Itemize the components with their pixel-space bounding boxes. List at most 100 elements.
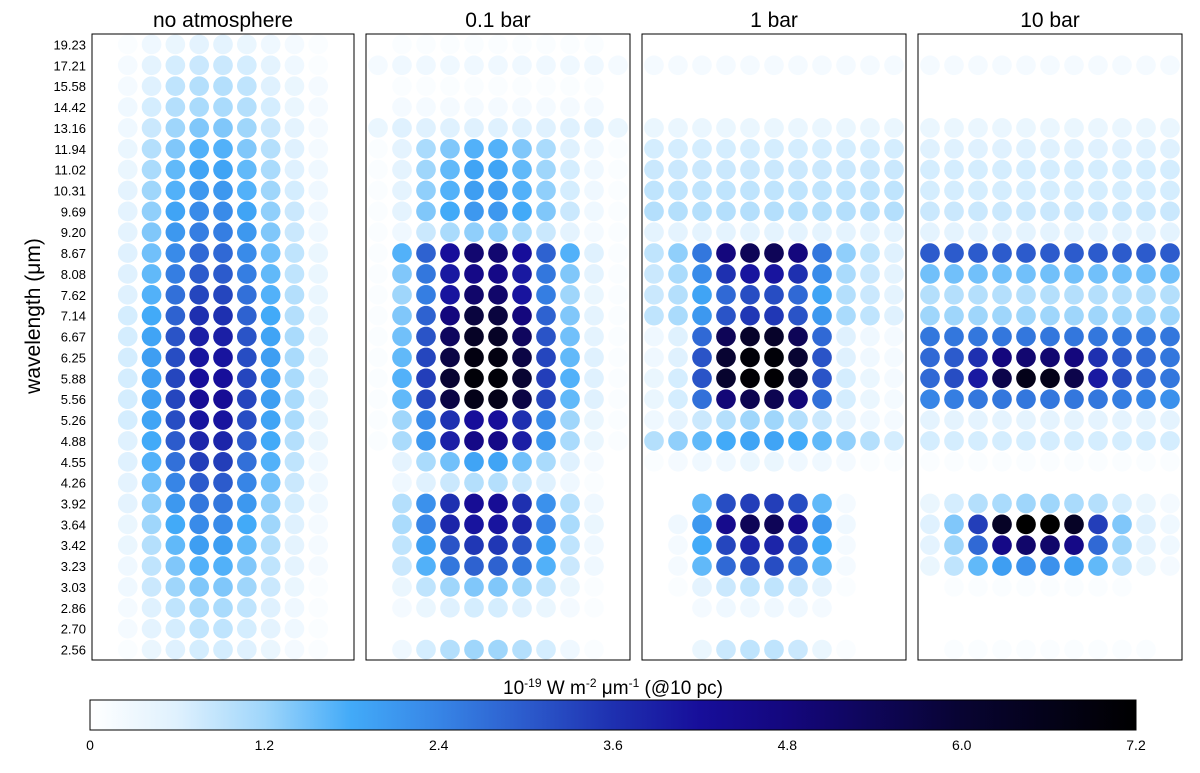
heat-dot	[608, 180, 628, 201]
heat-dot	[764, 577, 784, 597]
heat-dot	[1040, 431, 1060, 451]
heat-dot	[189, 201, 210, 222]
heat-dot	[141, 598, 162, 618]
heat-dot	[236, 556, 257, 576]
heat-dot	[668, 577, 688, 597]
heat-dot	[416, 347, 436, 368]
heat-dot	[1064, 264, 1084, 284]
heat-dot	[1040, 180, 1060, 201]
heat-dot	[488, 577, 508, 597]
heat-dot	[668, 410, 688, 430]
heat-dot	[812, 264, 832, 284]
heat-dot	[284, 493, 305, 514]
heat-dot	[716, 180, 736, 201]
heat-dot	[488, 389, 508, 410]
heat-dot	[644, 305, 664, 326]
heat-dot	[740, 410, 760, 430]
heat-dot	[189, 76, 210, 96]
heat-dot	[968, 556, 988, 576]
heat-dot	[236, 285, 257, 305]
heat-dot	[440, 97, 460, 117]
heat-dot	[284, 577, 305, 597]
heat-dot	[812, 180, 832, 201]
heat-dot	[189, 514, 210, 535]
heat-dot	[440, 472, 460, 493]
heat-dot	[920, 201, 940, 222]
heat-dot	[260, 305, 281, 326]
heat-dot	[1136, 243, 1156, 263]
heat-dot	[1064, 493, 1084, 514]
heat-dot	[213, 514, 233, 535]
heat-dot	[860, 55, 880, 76]
heat-dot	[764, 451, 784, 472]
heat-dot	[944, 305, 964, 326]
heat-dot	[464, 410, 484, 430]
heat-dot	[440, 76, 460, 96]
heat-dot	[536, 138, 556, 159]
heat-dot	[1136, 556, 1156, 576]
heat-dot	[117, 639, 138, 660]
heat-dot	[536, 305, 556, 326]
heat-dot	[644, 55, 664, 76]
heat-dot	[560, 222, 580, 243]
heat-dot	[968, 577, 988, 597]
heat-dot	[836, 535, 856, 556]
heat-dot	[668, 180, 688, 201]
heat-dot	[392, 138, 412, 159]
heat-dot	[464, 326, 484, 347]
y-tick-label: 7.14	[61, 309, 86, 324]
heat-dot	[189, 598, 210, 618]
heat-dot	[812, 138, 832, 159]
heat-dot	[141, 97, 162, 117]
heat-dot	[213, 180, 233, 201]
heat-dot	[884, 431, 904, 451]
heat-dot	[836, 368, 856, 389]
heat-dot	[644, 138, 664, 159]
heat-dot	[213, 285, 233, 305]
heat-dot	[512, 76, 532, 96]
heat-dot	[368, 118, 388, 138]
heat-dot	[944, 159, 964, 180]
heat-dot	[944, 431, 964, 451]
heat-dot	[488, 138, 508, 159]
heat-dot	[1040, 535, 1060, 556]
heat-dot	[992, 159, 1012, 180]
heat-dot	[189, 577, 210, 597]
heat-dot	[788, 389, 808, 410]
heat-dot	[716, 118, 736, 138]
heat-dot	[944, 389, 964, 410]
heat-dot	[1088, 285, 1108, 305]
heat-dot	[284, 451, 305, 472]
heat-dot	[368, 368, 388, 389]
heat-dot	[1064, 305, 1084, 326]
heat-dot	[440, 201, 460, 222]
heat-dot	[884, 55, 904, 76]
heat-dot	[1040, 451, 1060, 472]
heat-dot	[536, 639, 556, 660]
heat-dot	[692, 138, 712, 159]
heat-dot	[560, 305, 580, 326]
heat-dot	[165, 598, 186, 618]
heat-dot	[189, 389, 210, 410]
heat-dot	[308, 159, 329, 180]
heat-dot	[860, 118, 880, 138]
heat-dot	[117, 368, 138, 389]
heat-dot	[716, 138, 736, 159]
heat-dot	[165, 34, 186, 55]
y-tick-label: 4.55	[61, 455, 86, 470]
colorbar-label-exp3: -1	[629, 676, 640, 690]
heat-dot	[416, 201, 436, 222]
heat-dot	[165, 451, 186, 472]
heat-dot	[416, 410, 436, 430]
heat-dot	[1064, 431, 1084, 451]
heat-dot	[716, 389, 736, 410]
heat-dot	[117, 598, 138, 618]
heat-dot	[1064, 535, 1084, 556]
heat-dot	[189, 639, 210, 660]
heat-dot	[536, 222, 556, 243]
heat-dot	[189, 347, 210, 368]
heat-dot	[1160, 243, 1180, 263]
heat-dot	[1040, 285, 1060, 305]
y-tick-label: 6.25	[61, 350, 86, 365]
heat-dot	[992, 493, 1012, 514]
